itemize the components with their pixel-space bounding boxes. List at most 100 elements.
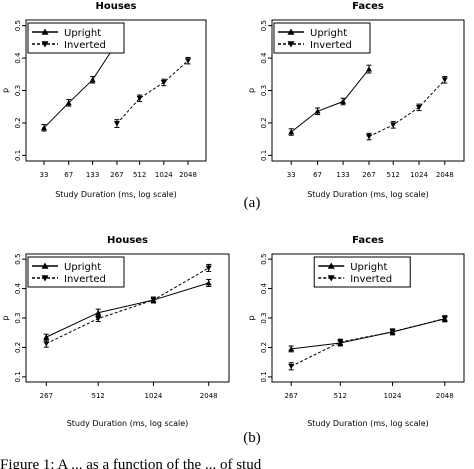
data-point: [43, 334, 50, 340]
legend-label: Upright: [310, 28, 347, 39]
x-tick-label: 512: [334, 392, 347, 400]
y-tick-label: 0.5: [260, 254, 268, 265]
x-tick-label: 2048: [179, 171, 197, 179]
x-axis-label: Study Duration (ms, log scale): [307, 419, 429, 428]
data-point: [65, 99, 72, 106]
data-point: [365, 134, 372, 140]
x-tick-label: 133: [86, 171, 99, 179]
series-inverted: [288, 315, 448, 371]
x-tick-label: 1024: [384, 392, 402, 400]
y-tick-label: 0.3: [260, 312, 268, 323]
y-tick-label: 0.2: [260, 117, 268, 128]
y-axis-label: p: [1, 315, 10, 320]
data-point: [205, 265, 212, 271]
legend-label: Inverted: [64, 274, 106, 285]
x-tick-label: 2048: [436, 392, 454, 400]
data-point: [288, 129, 295, 135]
x-tick-label: 512: [387, 171, 400, 179]
legend-marker: [287, 41, 295, 48]
data-point: [185, 58, 191, 64]
x-tick-label: 1024: [155, 171, 173, 179]
series-line: [290, 318, 445, 367]
figure-caption: Figure 1: A ... as a function of the ...…: [0, 457, 262, 469]
panel-label-a: (a): [244, 195, 261, 211]
series-upright: [288, 315, 448, 353]
x-tick-label: 33: [287, 171, 296, 179]
x-tick-label: 2048: [436, 171, 454, 179]
legend-marker: [287, 28, 295, 35]
data-point: [150, 297, 157, 304]
chart-panel-3: Houses 0.1 0.2 0.3 0.4 0.5 p 267 512 1024 2048 Stud…: [1, 235, 230, 428]
x-tick-label: 512: [133, 171, 146, 179]
panel-label-b: (b): [243, 430, 261, 446]
series-line: [43, 42, 118, 129]
data-point: [441, 316, 448, 322]
data-point: [314, 108, 321, 114]
legend-label: Inverted: [350, 274, 392, 285]
chart-panel-4: Faces 0.1 0.2 0.3 0.4 0.5 p 267 512 1024 2048 Study…: [247, 235, 465, 428]
data-point: [113, 121, 120, 127]
series-inverted: [113, 56, 191, 128]
legend-marker: [41, 41, 49, 48]
legend-label: Upright: [64, 262, 101, 273]
x-axis-label: Study Duration (ms, log scale): [67, 419, 189, 428]
data-point: [136, 95, 143, 102]
y-tick-label: 0.1: [14, 150, 22, 161]
chart-panel-1: Houses 0.1 0.2 0.3 0.4 0.5 p 33 67 133 267 512 1024 2…: [1, 1, 207, 199]
data-point: [416, 104, 423, 111]
x-tick-label: 2048: [200, 392, 218, 400]
series-inverted: [43, 263, 212, 348]
data-point: [95, 316, 102, 322]
series-line: [46, 267, 209, 345]
chart-panel-2: Faces 0.1 0.2 0.3 0.4 0.5 p 33 67 133 267 512 1024 20…: [247, 1, 465, 199]
data-point: [288, 363, 295, 370]
x-tick-label: 512: [92, 392, 105, 400]
y-tick-label: 0.3: [14, 85, 22, 96]
x-axis-label: Study Duration (ms, log scale): [55, 190, 177, 199]
y-tick-label: 0.4: [260, 282, 268, 294]
x-tick-label: 267: [40, 392, 53, 400]
legend-box: [27, 22, 125, 54]
chart-title: Houses: [95, 1, 136, 12]
series-line: [291, 318, 445, 350]
data-point: [41, 124, 47, 131]
series-upright: [43, 278, 212, 341]
data-point: [365, 66, 372, 72]
series-line: [368, 79, 446, 138]
series-line: [290, 68, 370, 133]
chart-title: Faces: [352, 1, 384, 12]
y-tick-label: 0.3: [260, 85, 268, 96]
y-tick-label: 0.4: [260, 52, 268, 64]
y-tick-label: 0.5: [14, 20, 22, 31]
legend-label: Inverted: [310, 40, 352, 51]
legend-box: [313, 256, 411, 288]
series-line: [116, 60, 189, 124]
data-point: [160, 79, 167, 86]
x-tick-label: 67: [313, 171, 322, 179]
legend-box: [27, 256, 125, 288]
x-tick-label: 133: [336, 171, 349, 179]
series-upright: [288, 64, 372, 136]
legend-marker: [327, 275, 335, 282]
y-tick-label: 0.1: [260, 150, 268, 161]
y-tick-label: 0.2: [14, 342, 22, 353]
data-point: [390, 122, 397, 128]
y-tick-label: 0.5: [260, 20, 268, 31]
y-tick-label: 0.2: [260, 342, 268, 353]
y-tick-label: 0.2: [14, 117, 22, 128]
x-axis-label: Study Duration (ms, log scale): [307, 190, 429, 199]
x-tick-label: 267: [285, 392, 298, 400]
y-tick-label: 0.4: [14, 282, 22, 294]
y-tick-label: 0.4: [14, 52, 22, 64]
y-axis-label: p: [247, 315, 256, 320]
data-point: [205, 279, 212, 286]
data-point: [340, 98, 347, 104]
x-tick-label: 67: [64, 171, 73, 179]
y-tick-label: 0.1: [14, 371, 22, 382]
legend-box: [273, 22, 371, 54]
